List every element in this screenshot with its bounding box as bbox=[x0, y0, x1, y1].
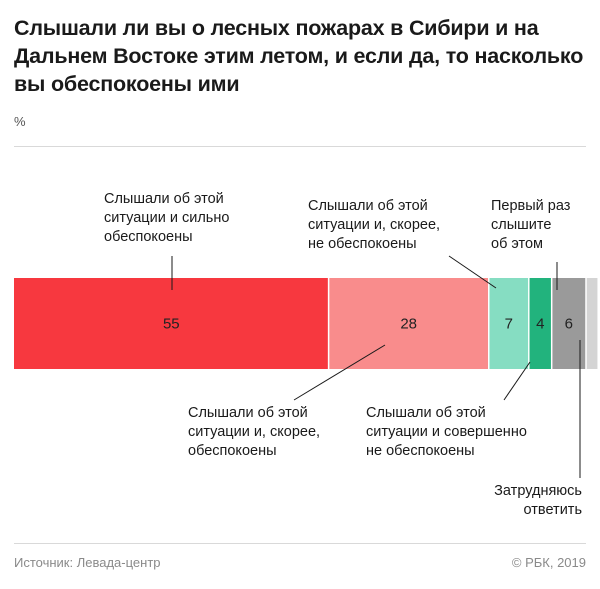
category-label-3-line-1: Слышали об этой bbox=[308, 198, 428, 214]
bar-segment-3 bbox=[488, 278, 529, 369]
leader-line-2 bbox=[293, 344, 386, 401]
category-label-6-line-1: Затрудняюсь bbox=[494, 483, 582, 499]
category-label-1-line-3: обеспокоены bbox=[104, 229, 193, 245]
value-label-3: 7 bbox=[505, 316, 513, 333]
bar-segment-2 bbox=[328, 278, 489, 369]
category-label-4-line-2: ситуации и совершенно bbox=[366, 424, 527, 440]
bottom-divider bbox=[14, 543, 586, 544]
unit-label: % bbox=[14, 114, 26, 129]
source-note: Источник: Левада-центр bbox=[14, 555, 161, 570]
category-label-3-line-3: не обеспокоены bbox=[308, 236, 417, 252]
bar-segment-4 bbox=[528, 278, 552, 369]
category-label-5-line-1: Первый раз bbox=[491, 198, 571, 214]
category-label-1-line-1: Слышали об этой bbox=[104, 191, 224, 207]
category-label-2-line-2: ситуации и, скорее, bbox=[188, 424, 320, 440]
value-label-5: 6 bbox=[565, 316, 573, 333]
bar-segment-1 bbox=[14, 278, 329, 369]
leader-line-3 bbox=[448, 255, 497, 289]
category-label-5-line-2: слышите bbox=[491, 217, 551, 233]
category-label-4-line-1: Слышали об этой bbox=[366, 405, 486, 421]
category-label-2-line-1: Слышали об этой bbox=[188, 405, 308, 421]
value-label-4: 4 bbox=[536, 316, 544, 333]
category-label-2-line-3: обеспокоены bbox=[188, 443, 277, 459]
bar-segment-6 bbox=[586, 278, 598, 369]
chart-title: Слышали ли вы о лесных пожарах в Сибири … bbox=[14, 16, 584, 96]
category-label-3-line-2: ситуации и, скорее, bbox=[308, 217, 440, 233]
category-label-4-line-3: не обеспокоены bbox=[366, 443, 475, 459]
category-label-5-line-3: об этом bbox=[491, 236, 543, 252]
leader-line-4 bbox=[503, 361, 531, 401]
top-divider bbox=[14, 146, 586, 147]
category-label-1-line-2: ситуации и сильно bbox=[104, 210, 229, 226]
value-label-2: 28 bbox=[400, 316, 417, 333]
category-label-6-line-2: ответить bbox=[524, 502, 582, 518]
value-label-1: 55 bbox=[163, 316, 180, 333]
copyright-note: © РБК, 2019 bbox=[511, 555, 586, 570]
